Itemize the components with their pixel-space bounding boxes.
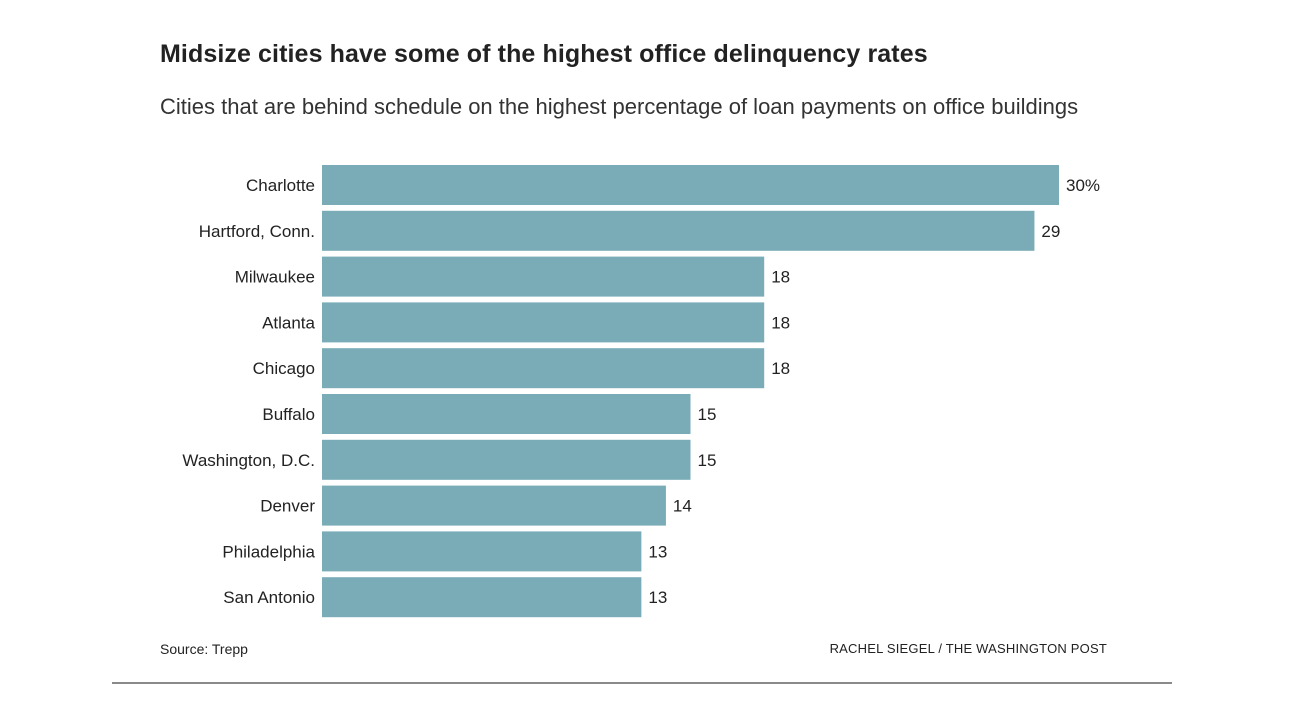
bar bbox=[322, 577, 642, 618]
bar bbox=[322, 394, 691, 434]
bar bbox=[322, 531, 642, 572]
credit-line: RACHEL SIEGEL / THE WASHINGTON POST bbox=[829, 641, 1107, 656]
source-note: Source: Trepp bbox=[160, 641, 248, 657]
value-label: 13 bbox=[648, 588, 667, 607]
bar bbox=[322, 256, 765, 297]
bar bbox=[322, 485, 666, 526]
value-label: 29 bbox=[1041, 222, 1060, 241]
value-label: 13 bbox=[648, 542, 667, 561]
category-label: San Antonio bbox=[223, 588, 315, 607]
category-label: Atlanta bbox=[262, 313, 315, 332]
chart-subtitle: Cities that are behind schedule on the h… bbox=[160, 94, 1079, 119]
category-label: Washington, D.C. bbox=[182, 451, 315, 470]
category-label: Charlotte bbox=[246, 176, 315, 195]
bar-chart: Charlotte 30% Hartford, Conn. 29 Milwaukee 18… bbox=[182, 165, 1100, 618]
category-label: Hartford, Conn. bbox=[199, 222, 315, 241]
bar bbox=[322, 210, 1035, 251]
chart-title: Midsize cities have some of the highest … bbox=[160, 40, 928, 68]
value-label: 30% bbox=[1066, 176, 1100, 195]
category-label: Denver bbox=[260, 497, 315, 516]
bar bbox=[322, 439, 691, 480]
value-label: 15 bbox=[698, 451, 717, 470]
value-label: 18 bbox=[771, 359, 790, 378]
bottom-divider bbox=[112, 682, 1172, 684]
category-label: Buffalo bbox=[262, 405, 315, 424]
bar bbox=[322, 165, 1059, 205]
value-label: 15 bbox=[698, 405, 717, 424]
bar bbox=[322, 302, 765, 343]
bar bbox=[322, 348, 765, 389]
category-label: Milwaukee bbox=[235, 268, 315, 287]
value-label: 14 bbox=[673, 497, 692, 516]
category-label: Chicago bbox=[253, 359, 315, 378]
category-label: Philadelphia bbox=[222, 542, 315, 561]
value-label: 18 bbox=[771, 313, 790, 332]
value-label: 18 bbox=[771, 268, 790, 287]
